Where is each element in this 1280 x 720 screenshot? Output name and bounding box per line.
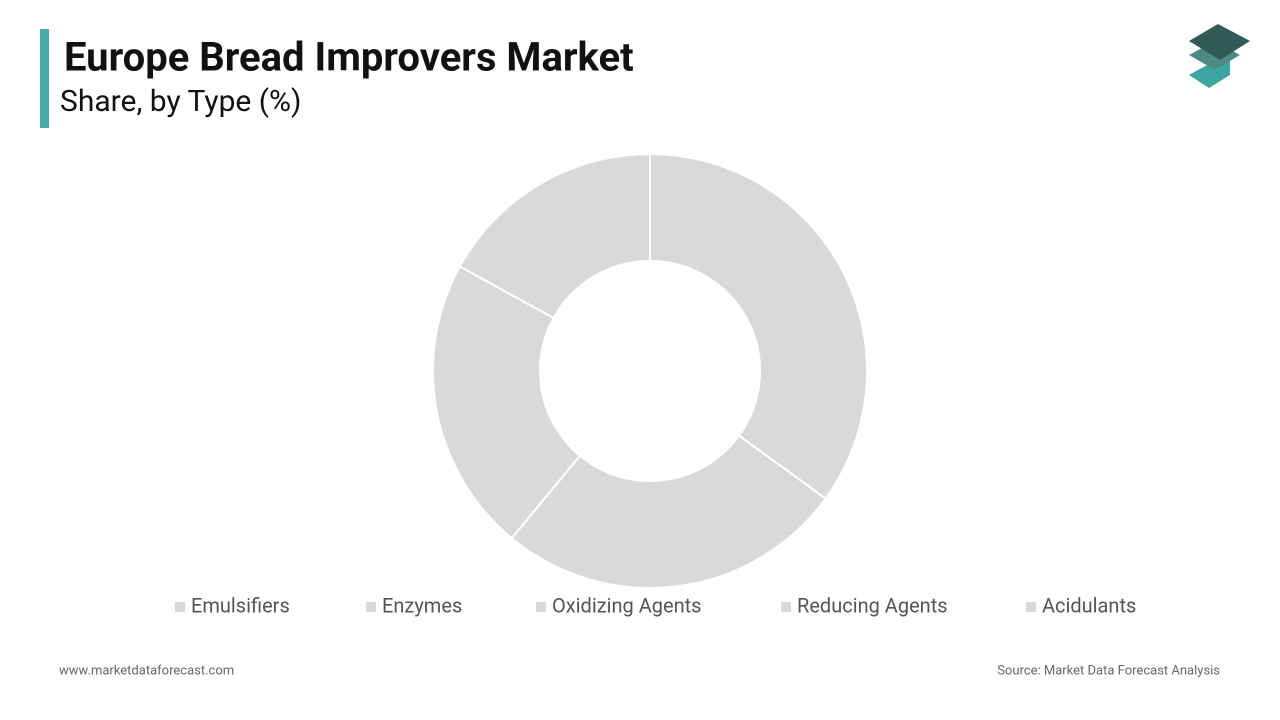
- chart-subtitle: Share, by Type (%): [60, 84, 301, 119]
- donut-segment: [458, 152, 651, 320]
- donut-segment: [510, 434, 827, 589]
- legend-swatch: [1026, 602, 1036, 612]
- legend-swatch: [366, 602, 376, 612]
- website: www.marketdataforecast.com: [59, 663, 234, 678]
- donut-segment: [649, 152, 868, 500]
- legend-label: Acidulants: [1042, 593, 1136, 617]
- legend-label: Reducing Agents: [797, 593, 948, 617]
- legend-swatch: [536, 602, 546, 612]
- chart-title: Europe Bread Improvers Market: [64, 34, 634, 81]
- legend-swatch: [781, 602, 791, 612]
- legend-label: Enzymes: [382, 593, 462, 617]
- legend-label: Oxidizing Agents: [552, 593, 702, 617]
- source: Source: Market Data Forecast Analysis: [997, 663, 1220, 678]
- title-accent: [40, 29, 49, 128]
- legend-label: Emulsifiers: [191, 593, 290, 617]
- donut-segment: [432, 265, 582, 540]
- legend-swatch: [175, 602, 185, 612]
- logo: [1189, 24, 1250, 88]
